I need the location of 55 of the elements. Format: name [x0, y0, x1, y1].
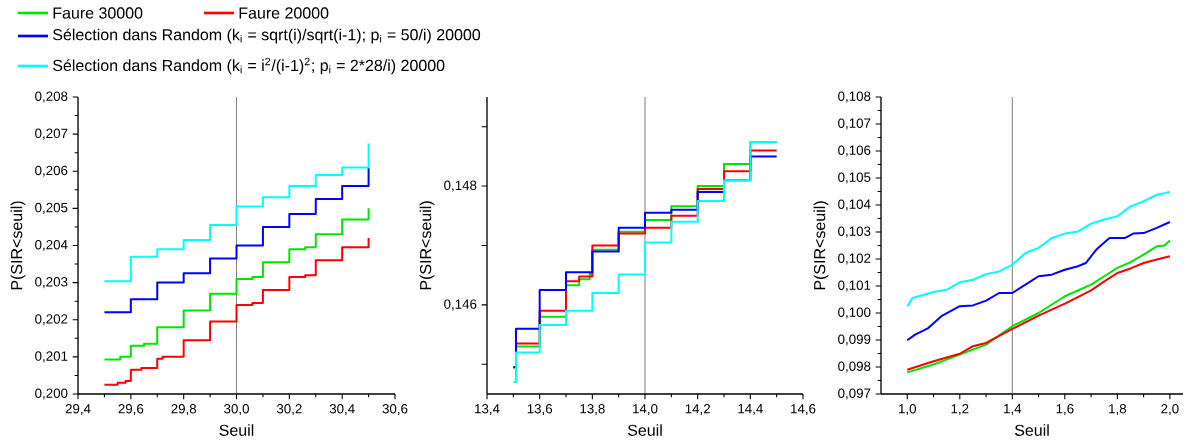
y-tick-label: 0,106 — [838, 145, 871, 157]
y-tick-label: 0,107 — [838, 118, 871, 130]
y-axis-title: P(SIR<seuil) — [813, 201, 829, 290]
y-tick-label: 0,204 — [35, 239, 68, 252]
y-tick-label: 0,103 — [838, 226, 871, 238]
x-tick-label: 14,4 — [738, 404, 763, 415]
x-tick-label: 1,6 — [1056, 404, 1074, 416]
y-tick-label: 0,098 — [838, 361, 871, 373]
x-tick-label: 13,4 — [475, 404, 500, 416]
y-tick-label: 0,100 — [838, 307, 871, 319]
legend-label: Faure 30000 — [53, 7, 143, 19]
y-tick-label: 0,205 — [35, 202, 68, 214]
y-tick-label: 0,105 — [838, 172, 871, 184]
legend-label: Sélection dans Random (k$_{i}$ = sqrt(i)/sqrt(i-1); p$_{i}$ = 50/i) 20000 — [53, 28, 481, 44]
y-axis-title: P(SIR<seuil) — [419, 201, 435, 290]
x-axis-title: Seuil — [627, 424, 662, 436]
x-axis-title: Seuil — [1014, 424, 1049, 436]
x-tick-label: 13,8 — [580, 404, 605, 416]
text: Sélection dans Random (k$_{i}$ = i$^{2}$/(i-1)$^{2}$; p$_{i}$ = 2*28/i) 20000 — [53, 57, 445, 75]
x-tick-label: 14,6 — [791, 404, 816, 416]
x-tick-label: 30,6 — [382, 404, 408, 416]
y-tick-label: 0,207 — [35, 128, 68, 140]
y-axis-title: P(SIR<seuil) — [10, 201, 26, 290]
x-tick-label: 14,2 — [685, 404, 710, 416]
x-tick-label: 29,6 — [118, 404, 144, 416]
y-tick-label: 0,099 — [838, 334, 871, 346]
legend-label: Faure 20000 — [239, 7, 329, 19]
x-tick-label: 1,4 — [1004, 404, 1022, 415]
x-axis-title: Seuil — [219, 424, 254, 436]
x-tick-label: 1,0 — [899, 404, 917, 416]
line-series — [906, 221, 1171, 342]
x-tick-label: 13,6 — [527, 404, 553, 416]
y-tick-label: 0,101 — [838, 280, 871, 292]
y-tick-label: 0,202 — [35, 314, 68, 326]
y-tick-label: 0,206 — [35, 165, 68, 177]
y-tick-label: 0,148 — [444, 180, 477, 192]
y-tick-label: 0,200 — [35, 388, 68, 400]
y-tick-label: 0,102 — [838, 253, 871, 265]
line-series — [906, 191, 1171, 308]
x-tick-label: 29,8 — [171, 404, 197, 416]
x-tick-label: 2,0 — [1161, 404, 1179, 416]
x-tick-label: 30,2 — [276, 404, 302, 416]
y-tick-label: 0,146 — [444, 299, 477, 311]
y-tick-label: 0,108 — [838, 91, 871, 103]
x-tick-label: 29,4 — [65, 404, 91, 416]
y-tick-label: 0,208 — [35, 91, 68, 103]
x-tick-label: 1,2 — [951, 404, 969, 416]
x-tick-label: 30,4 — [329, 404, 355, 416]
x-tick-label: 14,0 — [633, 404, 658, 416]
x-tick-label: 1,8 — [1109, 404, 1127, 416]
x-tick-label: 30,0 — [224, 404, 249, 416]
y-tick-label: 0,203 — [35, 277, 68, 289]
y-tick-label: 0,097 — [838, 388, 871, 400]
y-tick-label: 0,104 — [838, 199, 871, 211]
y-tick-label: 0,201 — [35, 351, 68, 363]
